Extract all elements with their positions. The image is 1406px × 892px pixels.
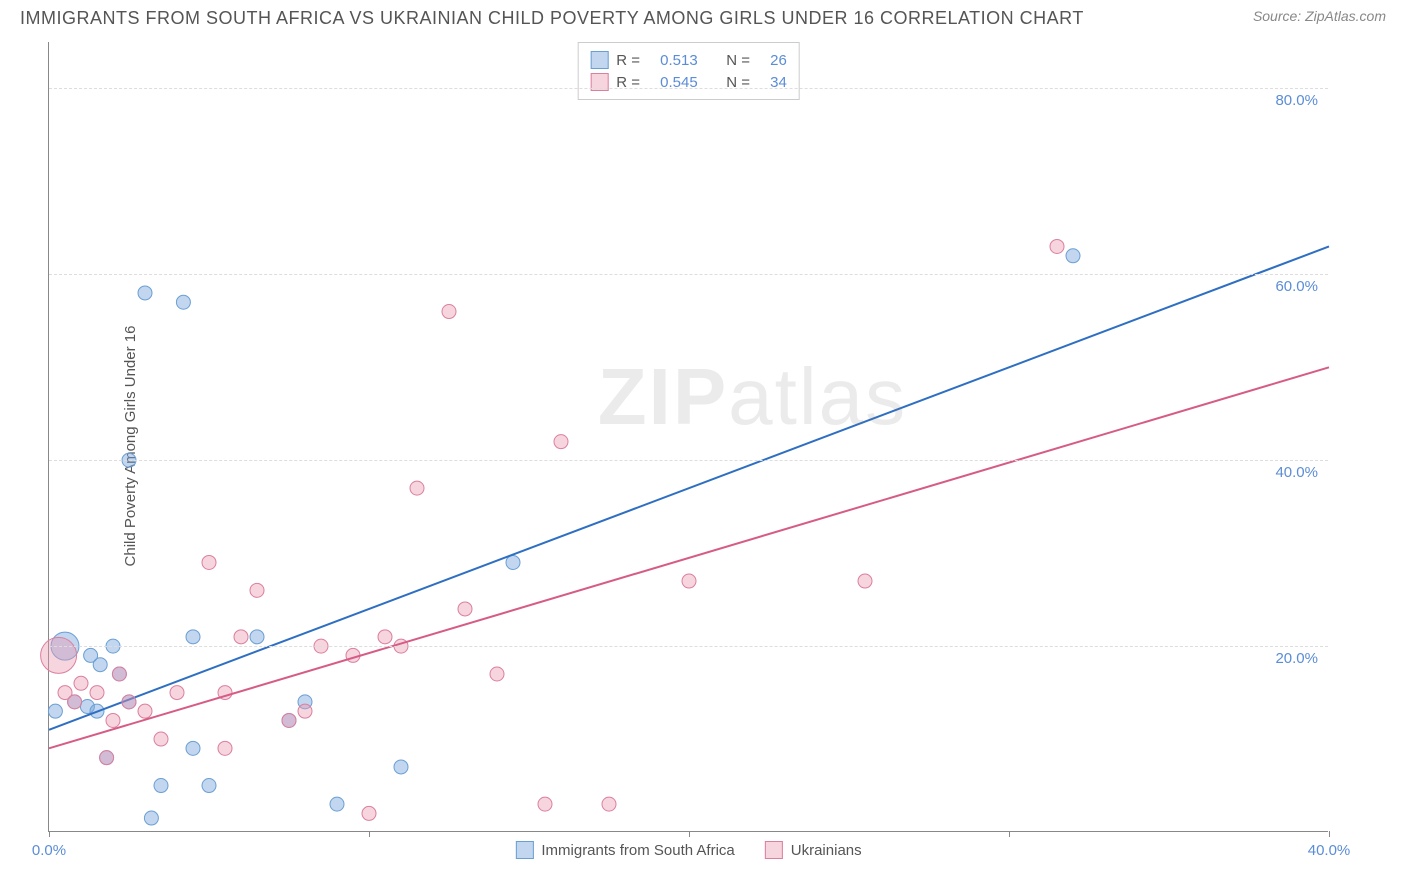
data-point [74, 676, 88, 690]
y-tick-label: 80.0% [1275, 92, 1318, 109]
legend-series-item: Ukrainians [765, 841, 862, 859]
data-point [298, 704, 312, 718]
data-point [250, 630, 264, 644]
legend-series-label: Ukrainians [791, 842, 862, 859]
data-point [186, 630, 200, 644]
legend-series-item: Immigrants from South Africa [515, 841, 734, 859]
data-point [362, 806, 376, 820]
data-point [154, 732, 168, 746]
data-point [68, 695, 82, 709]
data-point [442, 305, 456, 319]
x-tick-label: 40.0% [1308, 842, 1351, 859]
data-point [112, 667, 126, 681]
regression-line [49, 246, 1329, 729]
data-point [538, 797, 552, 811]
data-point [138, 286, 152, 300]
legend-swatch [765, 841, 783, 859]
data-point [90, 686, 104, 700]
data-point [410, 481, 424, 495]
source-attribution: Source: ZipAtlas.com [1253, 8, 1386, 24]
data-point [282, 713, 296, 727]
data-point [602, 797, 616, 811]
data-point [122, 695, 136, 709]
data-point [682, 574, 696, 588]
data-point [1050, 239, 1064, 253]
correlation-legend: R = 0.513 N = 26R = 0.545 N = 34 [577, 42, 800, 100]
legend-r-value: 0.513 [660, 52, 698, 69]
data-point [202, 555, 216, 569]
legend-n-value: 26 [770, 52, 787, 69]
data-point [138, 704, 152, 718]
y-tick-label: 40.0% [1275, 464, 1318, 481]
y-tick-label: 20.0% [1275, 650, 1318, 667]
y-tick-label: 60.0% [1275, 278, 1318, 295]
x-tick-mark [49, 831, 50, 837]
data-point [186, 741, 200, 755]
legend-series-label: Immigrants from South Africa [541, 842, 734, 859]
legend-correlation-row: R = 0.545 N = 34 [590, 71, 787, 93]
data-point [48, 704, 62, 718]
data-point [378, 630, 392, 644]
scatter-plot-svg [49, 42, 1328, 831]
data-point [250, 583, 264, 597]
legend-n-label: N = [726, 52, 750, 69]
gridline [49, 646, 1328, 647]
legend-swatch [590, 51, 608, 69]
data-point [218, 741, 232, 755]
x-tick-mark [689, 831, 690, 837]
data-point [554, 435, 568, 449]
gridline [49, 274, 1328, 275]
data-point [330, 797, 344, 811]
legend-correlation-row: R = 0.513 N = 26 [590, 49, 787, 71]
x-tick-mark [1009, 831, 1010, 837]
source-value: ZipAtlas.com [1305, 8, 1386, 24]
data-point [106, 713, 120, 727]
data-point [506, 555, 520, 569]
data-point [176, 295, 190, 309]
data-point [41, 637, 77, 673]
data-point [144, 811, 158, 825]
gridline [49, 460, 1328, 461]
x-tick-label: 0.0% [32, 842, 66, 859]
data-point [202, 779, 216, 793]
page-title: IMMIGRANTS FROM SOUTH AFRICA VS UKRAINIA… [20, 8, 1084, 29]
data-point [394, 760, 408, 774]
data-point [154, 779, 168, 793]
data-point [93, 658, 107, 672]
x-tick-mark [369, 831, 370, 837]
gridline [49, 88, 1328, 89]
data-point [858, 574, 872, 588]
data-point [458, 602, 472, 616]
data-point [100, 751, 114, 765]
x-tick-mark [1329, 831, 1330, 837]
data-point [490, 667, 504, 681]
data-point [170, 686, 184, 700]
data-point [234, 630, 248, 644]
legend-r-label: R = [616, 52, 640, 69]
source-label: Source: [1253, 8, 1301, 24]
chart-plot-area: ZIPatlas R = 0.513 N = 26R = 0.545 N = 3… [48, 42, 1328, 832]
regression-line [49, 367, 1329, 748]
legend-swatch [515, 841, 533, 859]
series-legend: Immigrants from South Africa Ukrainians [515, 841, 861, 859]
data-point [1066, 249, 1080, 263]
